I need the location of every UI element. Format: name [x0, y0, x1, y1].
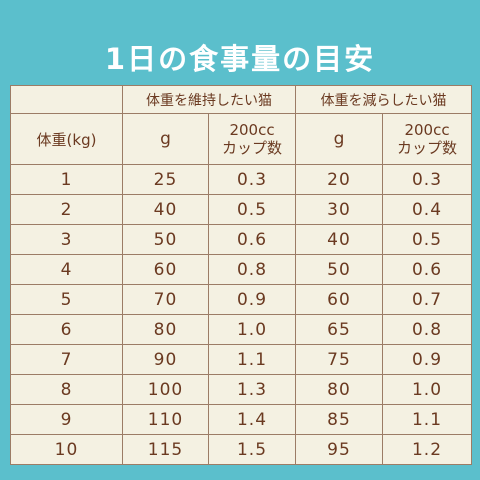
cups-header-line2: カップ数 — [396, 139, 457, 157]
maintain-cups-cell: 1.3 — [208, 374, 296, 405]
page-title: 1日の食事量の目安 — [104, 42, 376, 76]
maintain-grams-cell: 110 — [122, 404, 209, 435]
feeding-table: 体重を維持したい猫 体重を減らしたい猫 体重(kg) g 200cc カップ数 … — [10, 85, 472, 465]
reduce-grams-cell: 65 — [295, 314, 383, 345]
reduce-grams-cell: 20 — [295, 164, 383, 195]
maintain-cups-cell: 0.6 — [208, 224, 296, 255]
reduce-cups-cell: 0.8 — [382, 314, 472, 345]
reduce-cups-cell: 1.1 — [382, 404, 472, 435]
table-row: 7 90 1.1 75 0.9 — [10, 344, 472, 375]
weight-cell: 6 — [10, 314, 123, 345]
reduce-cups-cell: 0.5 — [382, 224, 472, 255]
weight-cell: 4 — [10, 254, 123, 285]
weight-cell: 1 — [10, 164, 123, 195]
maintain-grams-cell: 90 — [122, 344, 209, 375]
cups-header-line1: 200cc — [404, 121, 450, 139]
reduce-grams-header: g — [295, 113, 383, 165]
weight-column-header: 体重(kg) — [10, 113, 123, 165]
reduce-cups-cell: 0.4 — [382, 194, 472, 225]
table-row: 4 60 0.8 50 0.6 — [10, 254, 472, 285]
table-row: 10 115 1.5 95 1.2 — [10, 434, 472, 465]
maintain-cups-cell: 0.9 — [208, 284, 296, 315]
table-body: 1 25 0.3 20 0.3 2 40 0.5 30 0.4 3 50 0.6 40 0.5 4 60 0.8 5… — [10, 164, 472, 465]
maintain-cups-cell: 1.0 — [208, 314, 296, 345]
maintain-cups-cell: 0.8 — [208, 254, 296, 285]
maintain-grams-cell: 100 — [122, 374, 209, 405]
maintain-grams-cell: 70 — [122, 284, 209, 315]
maintain-cups-header: 200cc カップ数 — [208, 113, 296, 165]
maintain-grams-header: g — [122, 113, 209, 165]
table-row: 6 80 1.0 65 0.8 — [10, 314, 472, 345]
reduce-weight-group-header: 体重を減らしたい猫 — [295, 85, 472, 114]
maintain-cups-cell: 1.5 — [208, 434, 296, 465]
reduce-grams-cell: 60 — [295, 284, 383, 315]
empty-corner-cell — [10, 85, 123, 114]
reduce-grams-cell: 80 — [295, 374, 383, 405]
maintain-grams-cell: 25 — [122, 164, 209, 195]
table-row: 2 40 0.5 30 0.4 — [10, 194, 472, 225]
reduce-grams-cell: 30 — [295, 194, 383, 225]
weight-cell: 2 — [10, 194, 123, 225]
reduce-cups-cell: 0.7 — [382, 284, 472, 315]
cups-header-line2: カップ数 — [221, 139, 282, 157]
maintain-grams-cell: 40 — [122, 194, 209, 225]
table-row: 3 50 0.6 40 0.5 — [10, 224, 472, 255]
table-row: 9 110 1.4 85 1.1 — [10, 404, 472, 435]
cups-header-line1: 200cc — [229, 121, 275, 139]
maintain-cups-cell: 1.1 — [208, 344, 296, 375]
reduce-cups-cell: 1.2 — [382, 434, 472, 465]
maintain-weight-group-header: 体重を維持したい猫 — [122, 85, 296, 114]
maintain-grams-cell: 50 — [122, 224, 209, 255]
reduce-grams-cell: 75 — [295, 344, 383, 375]
reduce-grams-cell: 95 — [295, 434, 383, 465]
weight-cell: 3 — [10, 224, 123, 255]
table-row: 1 25 0.3 20 0.3 — [10, 164, 472, 195]
reduce-cups-header: 200cc カップ数 — [382, 113, 472, 165]
reduce-grams-cell: 50 — [295, 254, 383, 285]
reduce-cups-cell: 0.3 — [382, 164, 472, 195]
reduce-cups-cell: 0.6 — [382, 254, 472, 285]
maintain-grams-cell: 60 — [122, 254, 209, 285]
maintain-grams-cell: 80 — [122, 314, 209, 345]
reduce-grams-cell: 85 — [295, 404, 383, 435]
weight-cell: 9 — [10, 404, 123, 435]
maintain-cups-cell: 0.3 — [208, 164, 296, 195]
weight-cell: 10 — [10, 434, 123, 465]
maintain-cups-cell: 1.4 — [208, 404, 296, 435]
weight-cell: 5 — [10, 284, 123, 315]
reduce-grams-cell: 40 — [295, 224, 383, 255]
table-row: 5 70 0.9 60 0.7 — [10, 284, 472, 315]
table-row: 8 100 1.3 80 1.0 — [10, 374, 472, 405]
reduce-cups-cell: 0.9 — [382, 344, 472, 375]
weight-cell: 8 — [10, 374, 123, 405]
maintain-cups-cell: 0.5 — [208, 194, 296, 225]
reduce-cups-cell: 1.0 — [382, 374, 472, 405]
weight-cell: 7 — [10, 344, 123, 375]
maintain-grams-cell: 115 — [122, 434, 209, 465]
